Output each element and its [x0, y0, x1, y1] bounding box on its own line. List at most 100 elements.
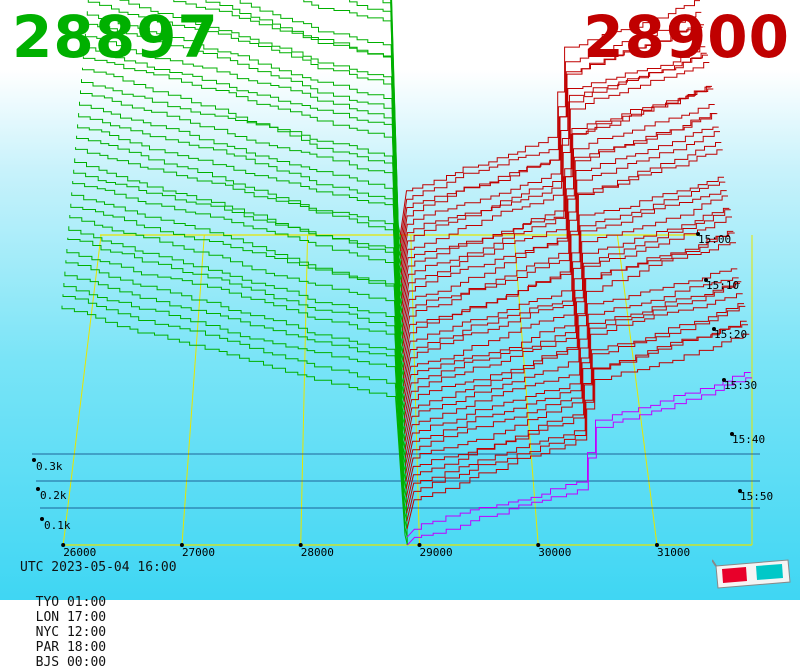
price-tick-label: 27000: [182, 546, 215, 559]
depth-tick-mark: [36, 487, 40, 491]
bid-depth-curve: [70, 203, 407, 474]
ask-depth-curve: [399, 0, 700, 236]
ask-depth-curve: [400, 26, 703, 251]
time-tick-label: 15:50: [740, 490, 773, 503]
chart-grid: [32, 234, 760, 546]
price-grid-line: [410, 234, 420, 546]
ask-depth-curve: [403, 176, 724, 379]
ask-depth-curve: [400, 46, 706, 267]
bid-depth-curve: [65, 260, 408, 514]
bid-depth-curve: [64, 271, 408, 522]
ask-depth-curve: [401, 88, 714, 315]
ask-depth-curve: [405, 277, 739, 466]
bid-depth-curve: [75, 147, 406, 434]
bid-depth-curve: [83, 45, 404, 363]
price-tick-mark: [61, 543, 66, 547]
ask-depth-curve: [404, 209, 731, 418]
bid-depth-curve: [76, 135, 406, 426]
bid-depth-curve: [239, 0, 403, 299]
bid-depth-curve: [62, 294, 408, 538]
ask-depth-curve: [402, 113, 716, 331]
ask-depth-curve: [402, 149, 723, 371]
bid-depth-curve: [73, 169, 406, 450]
time-tick-label: 15:20: [714, 328, 747, 341]
time-tick-mark: [704, 278, 708, 282]
price-tick-mark: [654, 543, 659, 547]
bid-depth-curve: [390, 0, 402, 267]
ask-depth-curve: [404, 230, 734, 434]
price-tick-mark: [179, 543, 184, 547]
bid-depth-curve: [74, 158, 406, 442]
ask-price: 28900: [583, 3, 790, 71]
utc-time: UTC 2023-05-04 16:00: [20, 560, 177, 575]
depth-tick-label: 0.2k: [40, 489, 67, 502]
bid-depth-curve: [79, 101, 405, 403]
ask-depth-curve: [400, 11, 702, 243]
price-grid-line: [62, 234, 102, 546]
ask-depth-curve: [406, 372, 751, 538]
ask-depth-curve: [406, 320, 747, 514]
depth-tick-mark: [32, 458, 36, 462]
time-tick-mark: [722, 378, 726, 382]
time-tick-mark: [696, 232, 700, 236]
time-tick-label: 15:30: [724, 379, 757, 392]
ask-depth-curve: [405, 282, 740, 474]
bid-depth-curve: [69, 215, 407, 482]
ask-depth-curve: [406, 305, 746, 506]
bid-depth-curve: [77, 124, 405, 418]
time-tick-mark: [738, 489, 742, 493]
bid-depth-curve: [173, 0, 403, 315]
bid-depth-curve: [82, 56, 404, 371]
mid-price-edge: [399, 234, 408, 546]
ask-depth-curve: [401, 86, 711, 299]
bid-depth-curve: [67, 237, 407, 498]
ask-depth-curve: [405, 293, 743, 490]
depth-curves: [61, 0, 752, 546]
ask-depth-curve: [407, 377, 752, 546]
bid-depth-curve: [78, 113, 405, 411]
bid-depth-curve: [119, 0, 403, 323]
price-tick-label: 30000: [538, 546, 571, 559]
bid-depth-curve: [72, 181, 406, 458]
time-tick-mark: [712, 327, 716, 331]
ask-depth-curve: [406, 333, 750, 530]
price-grid-line: [616, 234, 658, 546]
bid-depth-curve: [86, 11, 404, 339]
ask-depth-curve: [406, 324, 748, 522]
axis-labels: 26000 27000 28000 29000 30000 31000 0.1k 0.2k 0.…: [32, 232, 773, 559]
price-tick-mark: [536, 543, 541, 547]
bid-depth-curve: [66, 249, 407, 506]
zone-lon: LON 17:00: [35, 610, 107, 625]
zone-tyo: TYO 01:00: [35, 595, 107, 610]
price-tick-mark: [417, 543, 422, 547]
bid-depth-curve: [68, 226, 407, 490]
ask-depth-curve: [402, 113, 718, 339]
ask-depth-curve: [404, 268, 738, 458]
ask-depth-curve: [403, 207, 730, 410]
price-tick-label: 26000: [63, 546, 96, 559]
price-tick-label: 29000: [419, 546, 452, 559]
depth-tick-mark: [40, 517, 44, 521]
zone-bjs: BJS 00:00: [35, 655, 107, 670]
ask-depth-curve: [404, 232, 735, 442]
price-grid-line: [181, 234, 205, 546]
ask-depth-curve: [405, 303, 744, 498]
ask-depth-curve: [401, 104, 715, 323]
ask-depth-curve: [400, 24, 704, 259]
bid-depth-curve: [80, 90, 405, 395]
zone-nyc: NYC 12:00: [35, 625, 107, 640]
ask-depth-curve: [403, 190, 727, 395]
bid-depth-curve: [82, 67, 405, 379]
bid-depth-curve: [81, 79, 405, 387]
ask-depth-curve: [404, 242, 736, 450]
bid-depth-curve: [71, 192, 406, 466]
depth-chart-3d: 26000 27000 28000 29000 30000 31000 0.1k 0.2k 0.…: [32, 0, 773, 559]
bid-depth-curve: [205, 0, 403, 307]
price-tick-label: 28000: [301, 546, 334, 559]
zone-par: PAR 18:00: [35, 640, 107, 655]
ask-depth-curve: [400, 54, 708, 283]
bid-depth-curve: [292, 0, 403, 291]
price-grid-line: [513, 234, 539, 546]
bid-depth-curve: [390, 0, 402, 259]
depth-tick-label: 0.3k: [36, 460, 63, 473]
